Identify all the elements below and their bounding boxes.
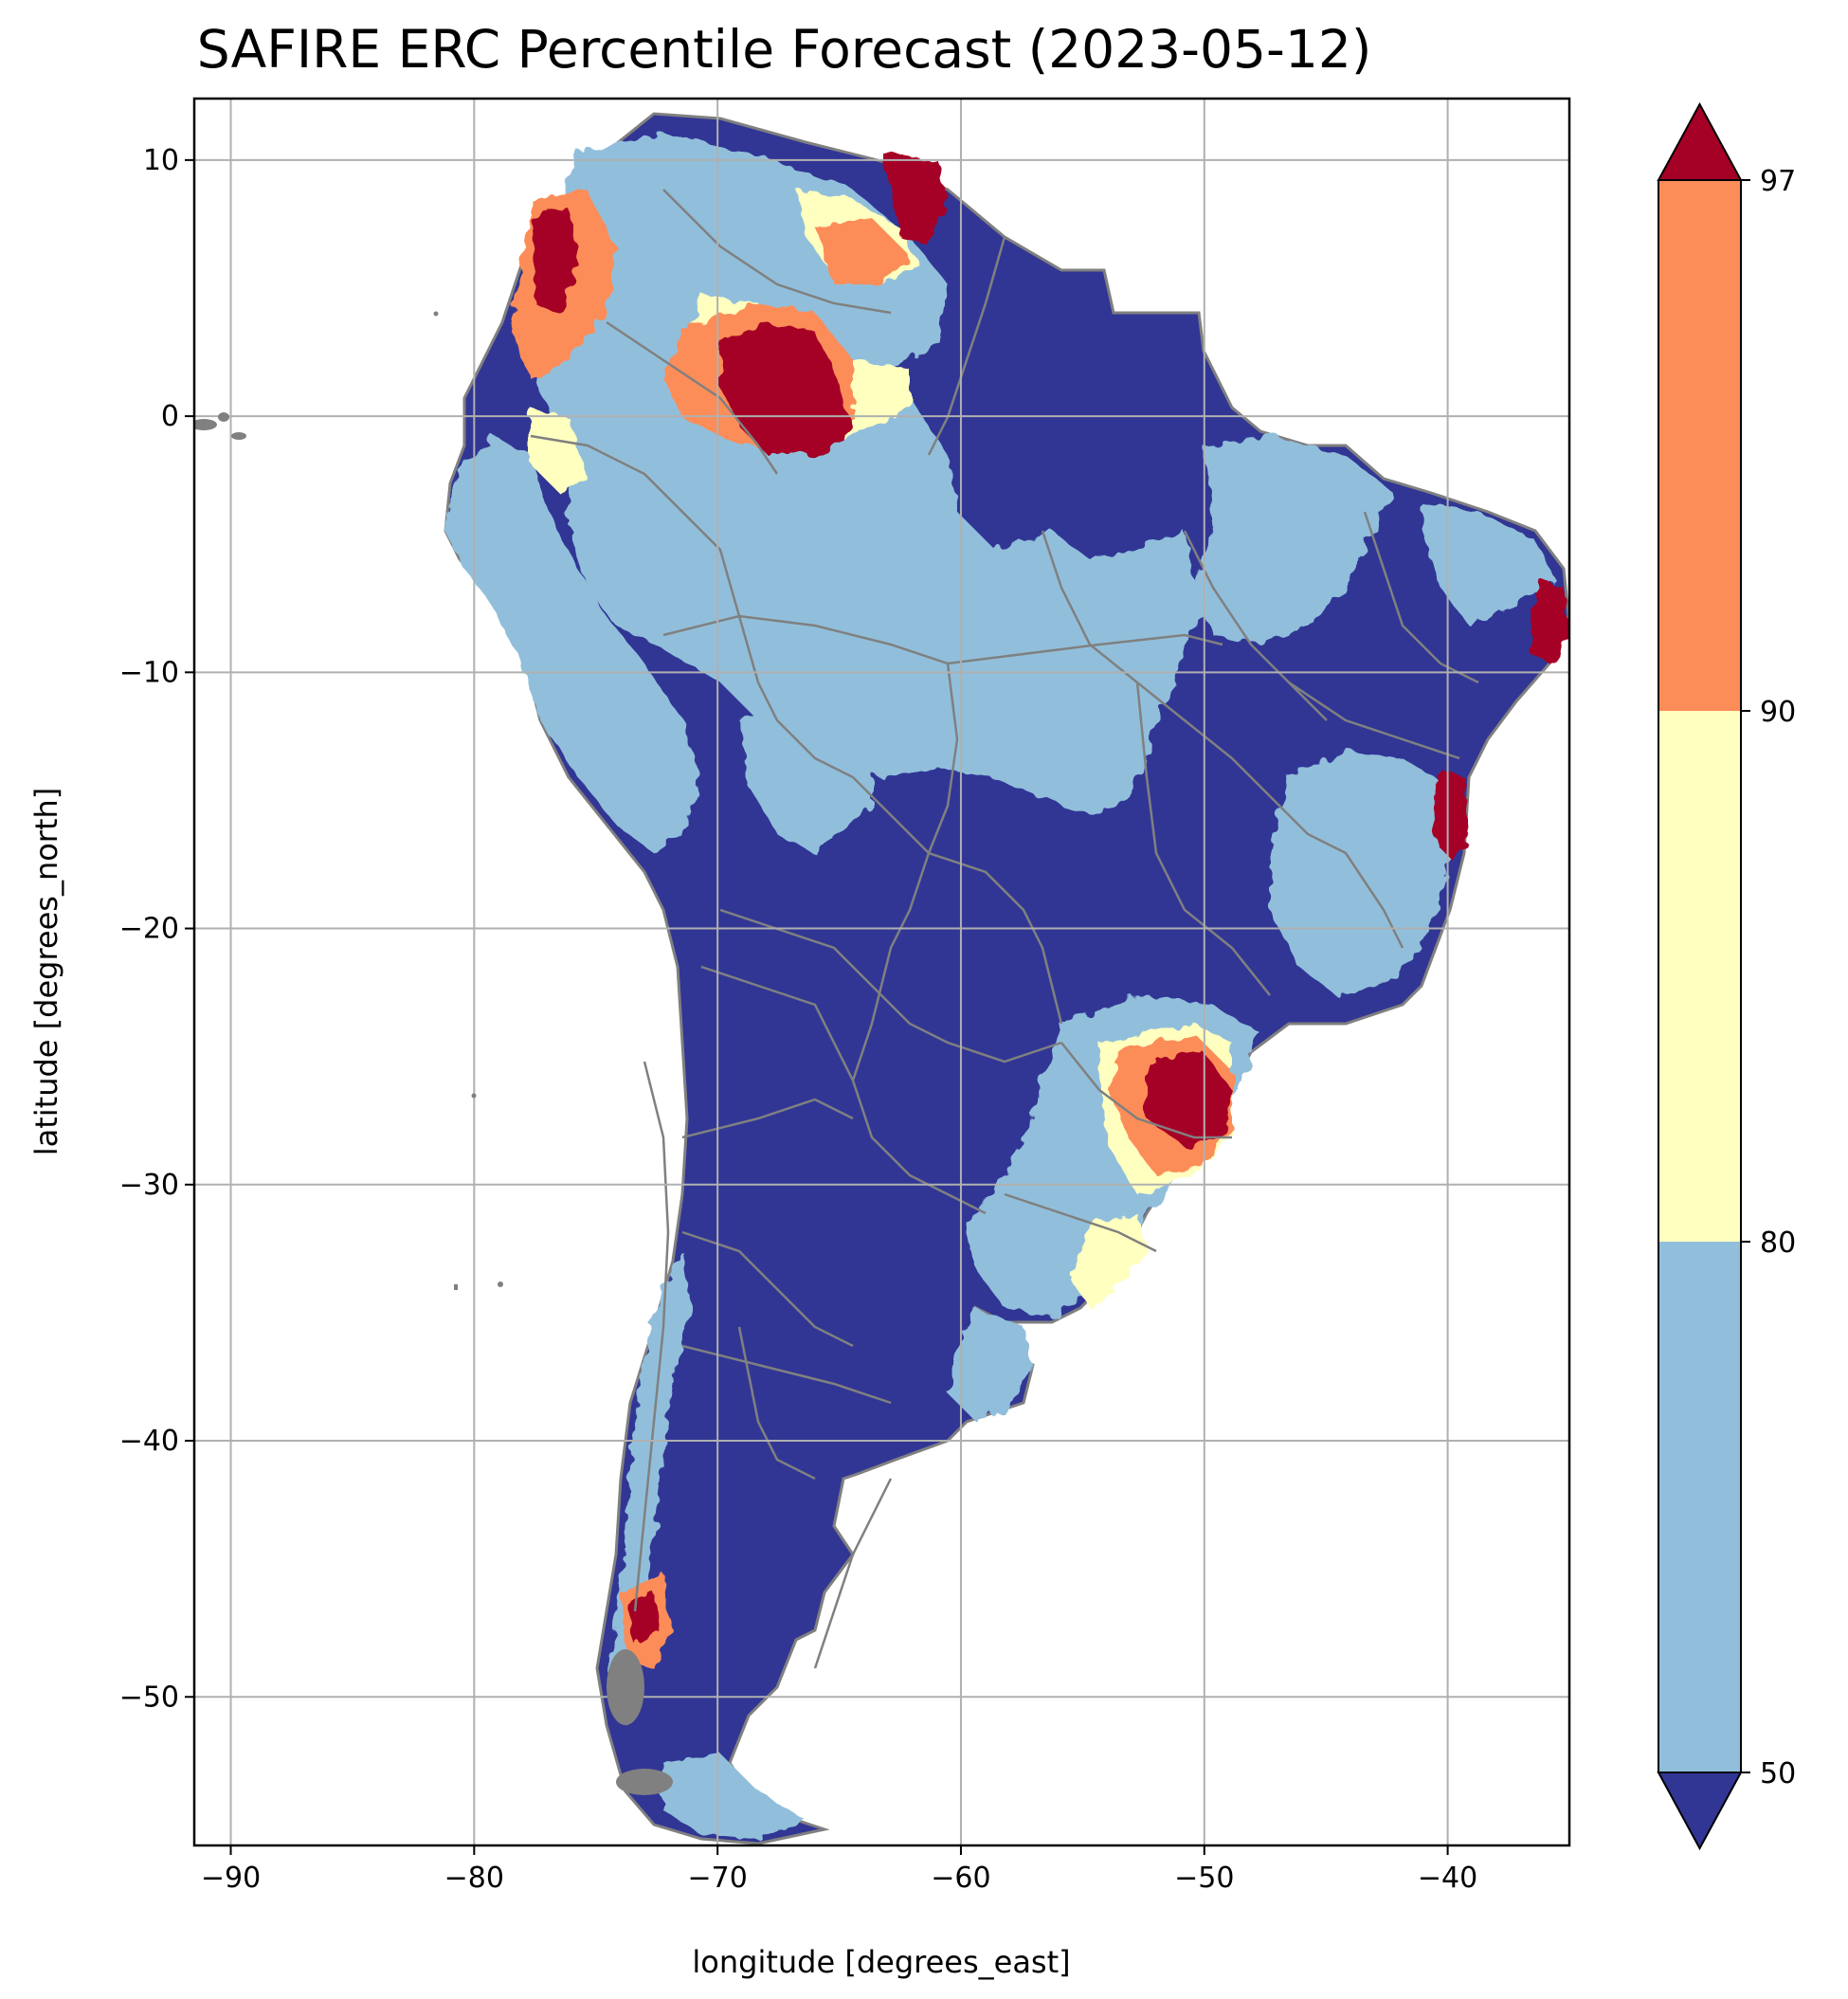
region-e-brazil-light [1270,749,1459,995]
region-red-colombia [531,209,578,313]
y-tick-label: 0 [161,400,179,433]
region-amazon-light [569,341,1213,815]
region-tierra-light [663,1754,806,1839]
region-yellow-ecuador [531,408,588,493]
x-axis-ticks: −90 −80 −70 −60 −50 −40 [201,1845,1477,1895]
y-tick-label: −40 [119,1425,179,1458]
region-red-s-brazil [1147,1052,1232,1147]
region-uruguay-light [948,1308,1033,1422]
y-tick-label: −30 [119,1169,179,1202]
colorbar-segment [1658,711,1741,1242]
colorbar-extend-min [1657,1772,1743,1851]
region-red-patagonia [625,1592,659,1645]
y-axis-label: latitude [degrees_north] [28,788,64,1156]
map-title: SAFIRE ERC Percentile Forecast (2023-05-… [196,19,1372,80]
x-tick-label: −80 [444,1862,504,1895]
x-tick-label: −40 [1418,1862,1477,1895]
colorbar-segment [1658,180,1741,711]
x-tick-label: −90 [201,1862,261,1895]
colorbar-tick-label: 50 [1760,1757,1796,1790]
y-tick-label: −10 [119,656,179,689]
region-bolivia-light [739,701,872,853]
x-tick-label: −60 [931,1862,990,1895]
y-tick-label: −50 [119,1681,179,1714]
region-red-ne-brazil [1531,578,1568,663]
x-tick-label: −50 [1174,1862,1234,1895]
colorbar-tick-label: 97 [1760,165,1796,198]
region-ne-tip-light [1422,502,1554,626]
x-axis-label: longitude [degrees_east] [692,1944,1070,1980]
colorbar-tick-label: 90 [1760,696,1796,729]
region-orange-venezuela [815,218,910,284]
y-axis-ticks: 10 0 −10 −20 −30 −40 −50 [119,144,194,1714]
region-ne-brazil-light [1194,436,1393,645]
colorbar-frame [1658,179,1742,1773]
region-red-e-brazil [1433,768,1469,863]
colorbar-segment [1658,1242,1741,1772]
gridlines [194,99,1569,1845]
plot-frame [192,97,1571,1847]
region-ecuador-peru-light [445,436,701,853]
y-tick-label: −20 [119,913,179,946]
y-tick-label: 10 [143,144,179,177]
region-red-venezuela [881,152,948,246]
colorbar-extend-max [1657,101,1743,181]
region-red-north-central [720,322,853,455]
colorbar: 50 80 90 97 [1657,101,1796,1851]
islands [194,311,673,1795]
colorbar-tick-label: 80 [1760,1227,1796,1260]
x-tick-label: −70 [687,1862,747,1895]
